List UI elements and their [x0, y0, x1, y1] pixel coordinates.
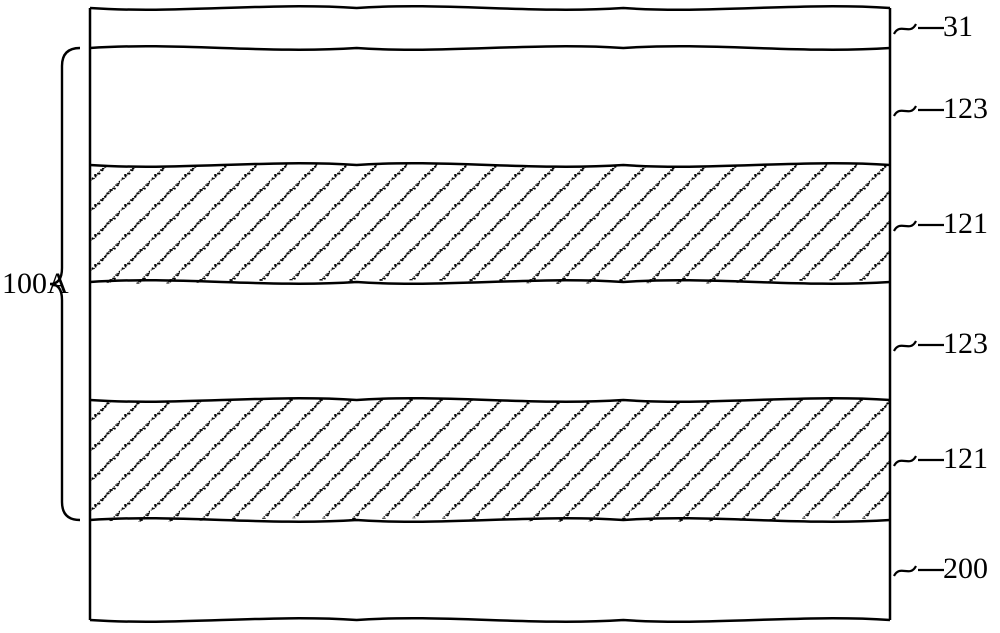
boundary-line [90, 618, 890, 621]
layer-fill-121 [90, 398, 890, 521]
boundary-line [90, 46, 890, 49]
leader-tick [894, 24, 916, 34]
layer-label-121: 121 [943, 207, 988, 241]
leader-tick [894, 566, 916, 576]
layer-label-123: 123 [943, 327, 988, 361]
leader-tick [894, 456, 916, 466]
diagram-canvas: 31 123 121 123 121 200 100A [0, 0, 1000, 633]
leader-tick [894, 221, 916, 231]
leader-tick [894, 341, 916, 351]
bracket-label: 100A [2, 267, 69, 301]
layer-label-200: 200 [943, 552, 988, 586]
layer-label-121: 121 [943, 442, 988, 476]
leader-tick [894, 106, 916, 116]
layer-fill-121 [90, 163, 890, 283]
layer-stack-svg [0, 0, 1000, 633]
layer-label-123: 123 [943, 92, 988, 126]
layer-label-31: 31 [943, 10, 973, 44]
boundary-line [90, 6, 890, 9]
